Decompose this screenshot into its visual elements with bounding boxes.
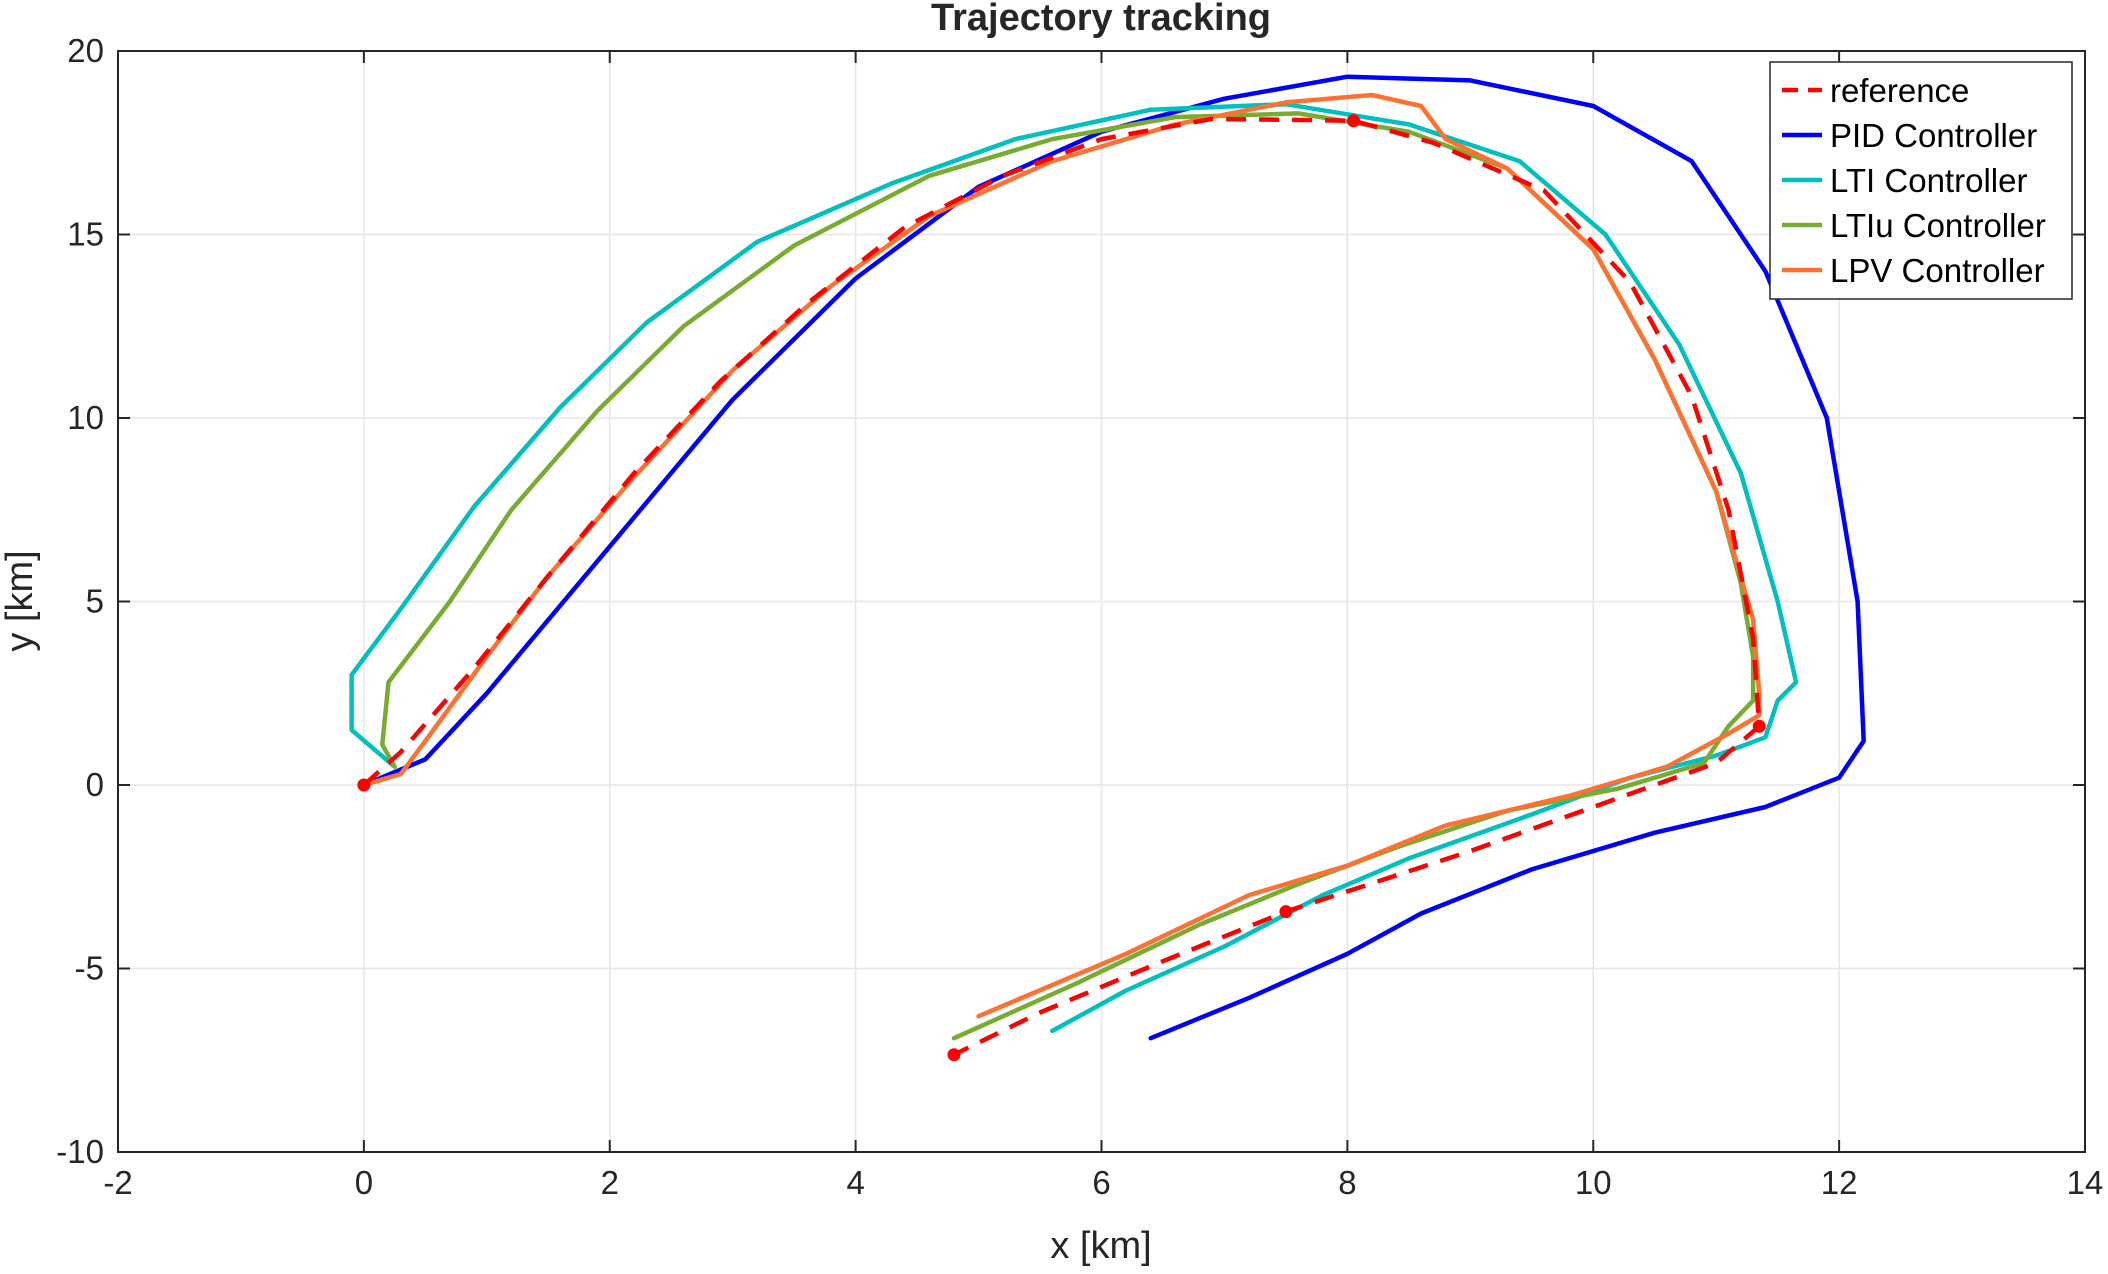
series-lines xyxy=(349,74,1866,1057)
x-tick-label: 0 xyxy=(355,1164,373,1201)
x-tick-label: 12 xyxy=(1821,1164,1858,1201)
y-tick-label: 20 xyxy=(67,32,104,69)
reference-waypoint-marker xyxy=(1279,905,1293,919)
series-line-lti-controller xyxy=(349,101,1799,1034)
x-tick-label: 10 xyxy=(1575,1164,1612,1201)
y-tick-label: 15 xyxy=(67,216,104,253)
axis-ticks: -2 0 2 4 6 8 10 12 14 -10 -5 0 5 10 15 20 xyxy=(56,32,2103,1201)
reference-waypoint-marker xyxy=(947,1048,961,1062)
legend-label: LTI Controller xyxy=(1830,162,2027,199)
y-tick-label: 10 xyxy=(67,399,104,436)
y-tick-label: -5 xyxy=(75,950,104,987)
x-tick-label: 8 xyxy=(1338,1164,1356,1201)
y-tick-label: 5 xyxy=(86,583,104,620)
y-tick-label: 0 xyxy=(86,766,104,803)
reference-waypoint-marker xyxy=(1752,719,1766,733)
series-line-reference xyxy=(362,116,1762,1057)
reference-markers xyxy=(357,114,1766,1062)
y-tick-label: -10 xyxy=(56,1133,104,1170)
legend-label: PID Controller xyxy=(1830,117,2037,154)
x-tick-label: 4 xyxy=(846,1164,864,1201)
reference-waypoint-marker xyxy=(357,778,371,792)
x-tick-label: 6 xyxy=(1092,1164,1110,1201)
grid xyxy=(118,51,2085,1152)
chart-title: Trajectory tracking xyxy=(931,0,1271,39)
x-tick-label: -2 xyxy=(103,1164,132,1201)
legend-label: LPV Controller xyxy=(1830,252,2045,289)
series-line-lpv-controller xyxy=(361,92,1762,1019)
x-tick-label: 14 xyxy=(2067,1164,2104,1201)
y-axis-label: y [km] xyxy=(0,550,41,651)
legend-label: reference xyxy=(1830,72,1969,109)
series-line-pid-controller xyxy=(361,74,1866,1041)
x-tick-label: 2 xyxy=(601,1164,619,1201)
x-axis-label: x [km] xyxy=(1050,1225,1151,1267)
legend: reference PID Controller LTI Controller LTI… xyxy=(1769,61,2073,300)
reference-waypoint-marker xyxy=(1347,114,1361,128)
legend-label: LTIu Controller xyxy=(1830,207,2046,244)
